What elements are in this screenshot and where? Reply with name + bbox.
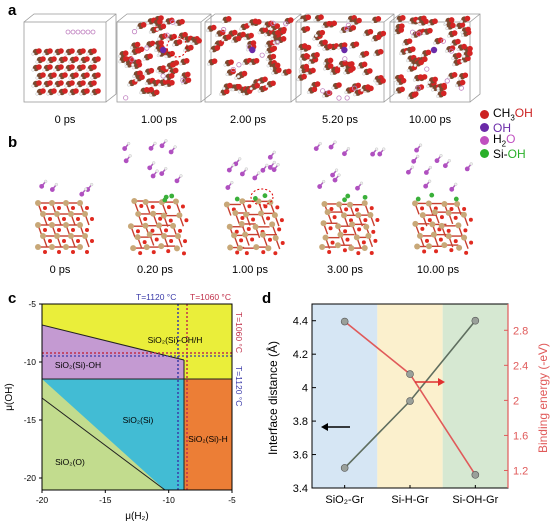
legend-label: H2O xyxy=(493,132,516,149)
y-tick-label-left: 3.6 xyxy=(293,450,308,462)
left-axis-arrow xyxy=(321,423,350,431)
legend-item: CH3OH xyxy=(480,106,560,123)
snapshot-a-3 xyxy=(295,13,395,103)
snapshot-b-1 xyxy=(122,139,189,256)
phase-y-tick-label: -5 xyxy=(28,299,36,309)
data-point-right xyxy=(406,370,414,378)
y-tick-label-right: 2.8 xyxy=(513,325,528,337)
data-point-left xyxy=(406,397,414,405)
y-tick-label-right: 2 xyxy=(513,395,519,407)
x-tick-label: Si-H-Gr xyxy=(391,494,429,506)
snapshot-b-time-label: 0.20 ps xyxy=(136,264,174,276)
panel-a-snapshots xyxy=(23,13,481,103)
legend-label: CH3OH xyxy=(493,106,533,123)
temp-label-top-blue: T=1120 °C xyxy=(136,292,176,302)
panel-b-snapshots xyxy=(35,139,474,256)
snapshot-a-time-label: 1.00 ps xyxy=(140,114,178,126)
panel-d-letter: d xyxy=(262,290,272,307)
legend-item: Si-OH xyxy=(480,146,560,161)
snapshot-b-2 xyxy=(223,150,285,256)
data-point-left xyxy=(471,316,480,325)
phase-x-tick-label: -10 xyxy=(163,495,176,505)
snapshot-a-2 xyxy=(204,13,302,103)
data-point-right xyxy=(471,471,480,479)
phase-x-tick-label: -5 xyxy=(228,495,236,505)
category-band xyxy=(312,304,378,488)
phase-y-tick-label: -15 xyxy=(24,415,37,425)
legend-item: OH xyxy=(480,120,560,135)
snapshot-b-4 xyxy=(405,143,474,255)
interface-chart: 3.4 3.6 3.8 4 4.2 4.4 1.2 1.6 2 2.4 2.8 SiO₂-Gr Si-H… xyxy=(265,303,550,506)
y-tick-label-right: 2.4 xyxy=(513,360,528,372)
chart-y-label-left: Interface distance (Å) xyxy=(265,341,280,455)
snapshot-a-time-label: 10.00 ps xyxy=(408,114,452,126)
snapshot-b-time-label: 10.00 ps xyxy=(416,264,460,276)
region-label-o: SiO₂(O) xyxy=(55,457,85,467)
snapshot-b-time-label: 3.00 ps xyxy=(326,264,364,276)
legend-label: OH xyxy=(493,120,511,135)
x-tick-label: Si-OH-Gr xyxy=(452,494,498,506)
species-legend: CH3OH OH H2O Si-OH xyxy=(480,106,560,161)
phase-y-tick-label: -20 xyxy=(24,473,37,483)
chart-y-label-right: Binding energy (-eV) xyxy=(536,343,550,453)
category-band xyxy=(442,304,508,488)
panel-a-letter: a xyxy=(8,2,17,19)
y-tick-label-right: 1.6 xyxy=(513,430,528,442)
magenta-atom-icon xyxy=(480,136,489,145)
legend-item: H2O xyxy=(480,132,560,149)
region-label-oh-h: SiO₂(Si)-OH/H xyxy=(148,335,203,345)
snapshot-a-time-label: 2.00 ps xyxy=(229,114,267,126)
snapshot-a-time-label: 0 ps xyxy=(54,114,76,126)
snapshot-b-time-label: 1.00 ps xyxy=(231,264,269,276)
green-atom-icon xyxy=(480,149,489,158)
snapshot-a-1 xyxy=(116,13,212,103)
temp-label-top-red: T=1060 °C xyxy=(190,292,231,302)
y-tick-label-right: 1.2 xyxy=(513,465,528,477)
y-tick-label-left: 3.8 xyxy=(293,416,308,428)
region-sio2-si-h-fill xyxy=(184,379,232,490)
phase-diagram: -20 -15 -10 -5 -5 -10 -15 -20 SiO₂(Si)-OH/H SiO… xyxy=(4,292,244,522)
region-sio2-si-fill xyxy=(42,379,184,490)
y-tick-label-left: 3.4 xyxy=(293,483,308,495)
temp-label-right-red: T=1060 °C xyxy=(234,312,244,353)
legend-label: Si-OH xyxy=(493,146,526,161)
panel-c-letter: c xyxy=(8,290,17,307)
y-tick-label-left: 4 xyxy=(302,383,308,395)
snapshot-a-time-label: 5.20 ps xyxy=(321,114,359,126)
data-point-right xyxy=(340,317,349,326)
category-band xyxy=(377,304,443,488)
phase-x-label: μ(H₂) xyxy=(125,511,149,522)
phase-y-tick-label: -10 xyxy=(24,357,37,367)
y-tick-label-left: 4.2 xyxy=(293,349,308,361)
y-tick-label-left: 4.4 xyxy=(293,316,308,328)
red-atom-icon xyxy=(480,110,489,119)
snapshot-a-4 xyxy=(389,13,481,103)
x-tick-label: SiO₂-Gr xyxy=(325,494,364,506)
phase-x-tick-label: -20 xyxy=(36,495,49,505)
snapshot-b-0 xyxy=(35,179,94,254)
region-label-oh: SiO₂(Si)-OH xyxy=(55,360,101,370)
snapshot-b-3 xyxy=(313,140,386,256)
temp-label-right-blue: T=1120 °C xyxy=(234,366,244,406)
snapshot-a-0 xyxy=(23,13,117,103)
snapshot-b-time-label: 0 ps xyxy=(49,264,71,276)
region-label-si: SiO₂(Si) xyxy=(123,415,154,425)
phase-diagram-frame xyxy=(41,303,233,491)
panel-b-letter: b xyxy=(8,134,18,151)
region-label-si-h: SiO₂(Si)-H xyxy=(188,434,228,444)
purple-atom-icon xyxy=(480,123,489,132)
phase-y-label: μ(OH) xyxy=(4,383,15,410)
data-point-left xyxy=(340,464,349,472)
phase-x-tick-label: -15 xyxy=(99,495,112,505)
right-axis-arrow xyxy=(415,378,445,386)
